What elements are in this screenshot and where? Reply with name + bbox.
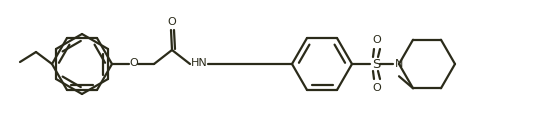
- Text: O: O: [130, 58, 138, 68]
- Text: O: O: [373, 35, 381, 45]
- Text: O: O: [373, 83, 381, 93]
- Text: N: N: [395, 59, 403, 69]
- Text: O: O: [167, 17, 176, 27]
- Text: S: S: [372, 58, 380, 71]
- Text: HN: HN: [190, 58, 207, 68]
